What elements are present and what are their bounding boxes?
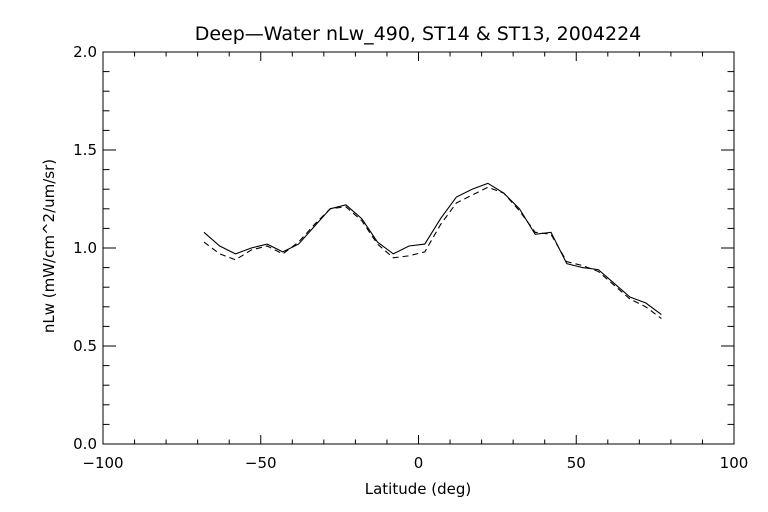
series-line-solid <box>203 182 662 316</box>
chart-title: Deep—Water nLw_490, ST14 & ST13, 2004224 <box>195 23 642 45</box>
y-tick-label: 1.0 <box>73 239 97 257</box>
y-tick-label: 1.5 <box>73 141 97 159</box>
data-series <box>203 182 662 320</box>
y-tick-label: 2.0 <box>73 43 97 61</box>
y-tick-label: 0.5 <box>73 337 97 355</box>
x-tick-label: 50 <box>567 454 586 472</box>
y-axis-label: nLw (mW/cm^2/um/sr) <box>40 159 58 333</box>
series-line-dashed <box>203 186 662 320</box>
x-tick-label: −50 <box>245 454 277 472</box>
x-tick-label: −100 <box>82 454 123 472</box>
axis-ticks <box>102 51 735 445</box>
plot-frame <box>102 51 735 445</box>
tick-labels: −100 −50 0 50 100 0.0 0.5 1.0 1.5 2.0 <box>73 43 748 472</box>
y-tick-label: 0.0 <box>73 435 97 453</box>
x-axis-label: Latitude (deg) <box>365 480 471 498</box>
x-tick-label: 0 <box>414 454 424 472</box>
x-tick-label: 100 <box>720 454 749 472</box>
